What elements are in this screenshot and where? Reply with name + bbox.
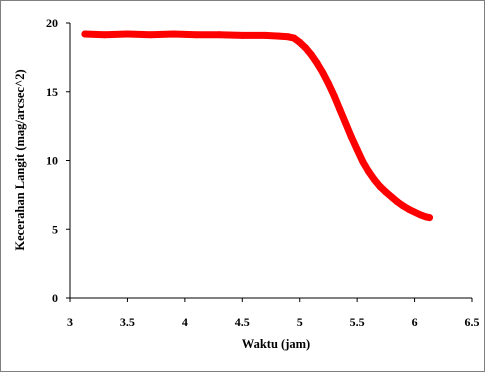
data-point xyxy=(192,31,200,39)
data-point xyxy=(81,30,89,38)
data-point xyxy=(275,32,283,40)
data-point xyxy=(238,31,246,39)
data-point xyxy=(353,146,361,153)
axes xyxy=(66,22,473,302)
data-point xyxy=(169,30,177,38)
series-layer xyxy=(81,30,434,222)
x-tick-label: 4.5 xyxy=(235,315,250,329)
data-point xyxy=(330,92,338,100)
data-point xyxy=(376,183,384,191)
x-tick-label: 3.5 xyxy=(120,315,135,329)
data-point xyxy=(307,51,315,59)
data-point xyxy=(365,168,373,175)
x-tick-label: 6.5 xyxy=(465,315,480,329)
data-point xyxy=(100,31,108,39)
data-point xyxy=(146,31,154,39)
y-axis-title: Kecerahan Langit (mag/arcsec^2) xyxy=(13,69,27,250)
data-point xyxy=(347,133,355,141)
data-point xyxy=(399,202,407,210)
y-tick-label: 0 xyxy=(52,291,58,305)
x-tick-label: 6 xyxy=(412,315,418,329)
data-point xyxy=(290,34,298,42)
x-axis-title: Waktu (jam) xyxy=(242,337,310,351)
tick-labels: 3 3.5 4 4.5 5 5.5 6 6.5 0 5 10 15 20 xyxy=(46,16,480,329)
data-point xyxy=(336,106,344,114)
x-tick-label: 5 xyxy=(297,315,303,329)
data-point xyxy=(393,198,401,206)
y-tick-label: 10 xyxy=(46,154,58,168)
data-point xyxy=(370,176,378,184)
data-point xyxy=(296,38,304,46)
data-point xyxy=(342,119,350,127)
data-point xyxy=(313,59,321,67)
x-tick-label: 3 xyxy=(67,315,73,329)
data-point xyxy=(411,208,419,216)
data-point xyxy=(261,31,269,39)
data-point xyxy=(215,31,223,39)
data-point xyxy=(388,193,396,201)
y-tick-label: 20 xyxy=(46,16,58,30)
x-tick-label: 4 xyxy=(182,315,188,329)
data-point xyxy=(405,205,413,213)
data-point xyxy=(359,158,367,166)
x-tick-label: 5.5 xyxy=(350,315,365,329)
data-point xyxy=(123,30,131,38)
data-point xyxy=(319,69,327,76)
data-point xyxy=(426,214,434,222)
y-tick-label: 15 xyxy=(46,85,58,99)
data-point xyxy=(382,188,390,196)
data-point xyxy=(301,44,309,52)
y-tick-label: 5 xyxy=(52,222,58,236)
data-point xyxy=(284,33,292,41)
data-point xyxy=(324,80,332,87)
data-point xyxy=(416,211,424,219)
